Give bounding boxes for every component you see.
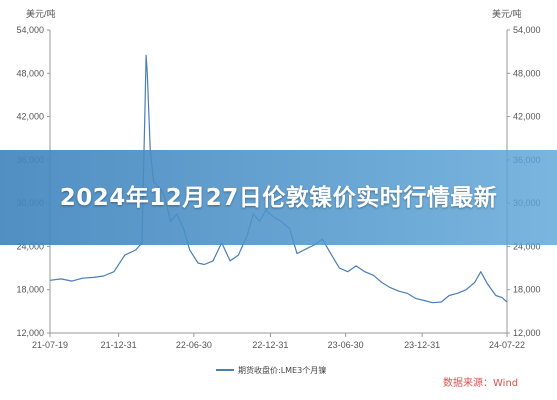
x-tick-label: 21-07-19 xyxy=(32,340,68,350)
y-tick-label-left: 12,000 xyxy=(16,328,44,338)
y-tick-label-right: 54,000 xyxy=(513,25,541,35)
y-tick-label-right: 24,000 xyxy=(513,241,541,251)
legend-label: 期货收盘价:LME3个月镍 xyxy=(238,365,326,375)
legend: 期货收盘价:LME3个月镍 xyxy=(216,365,326,375)
x-tick-label: 21-12-31 xyxy=(101,340,137,350)
y-tick-label-right: 12,000 xyxy=(513,328,541,338)
y-tick-label-right: 42,000 xyxy=(513,112,541,122)
x-tick-label: 22-06-30 xyxy=(176,340,212,350)
page-title: 2024年12月27日伦敦镍价实时行情最新 xyxy=(59,184,498,211)
y-tick-label-left: 48,000 xyxy=(16,68,44,78)
y-tick-label-left: 18,000 xyxy=(16,285,44,295)
unit-left: 美元/吨 xyxy=(26,8,56,19)
x-tick-label: 23-06-30 xyxy=(328,340,364,350)
y-tick-label-right: 18,000 xyxy=(513,285,541,295)
x-tick-label: 22-12-31 xyxy=(252,340,288,350)
title-banner: 2024年12月27日伦敦镍价实时行情最新 xyxy=(0,150,557,245)
y-tick-label-left: 54,000 xyxy=(16,25,44,35)
x-axis: 21-07-19 21-12-31 22-06-30 22-12-31 23-06-30… xyxy=(32,333,525,350)
y-tick-label-left: 42,000 xyxy=(16,112,44,122)
data-source: 数据来源：Wind xyxy=(443,376,518,389)
unit-right: 美元/吨 xyxy=(492,8,522,19)
x-tick-label: 24-07-22 xyxy=(489,340,525,350)
y-tick-label-left: 24,000 xyxy=(16,241,44,251)
y-tick-label-right: 48,000 xyxy=(513,68,541,78)
x-tick-label: 23-12-31 xyxy=(404,340,440,350)
